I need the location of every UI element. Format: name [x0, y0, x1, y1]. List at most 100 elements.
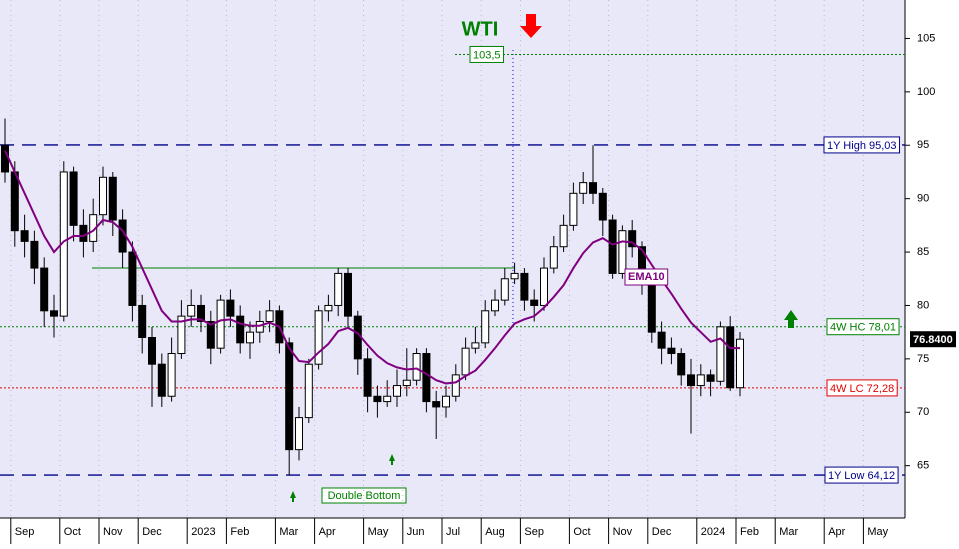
candle-body	[608, 219, 617, 274]
level-label-box	[826, 379, 898, 397]
level-label: 4W HC 78,01	[830, 322, 896, 334]
x-tick-label: Dec	[652, 526, 672, 538]
level-label-box	[826, 318, 900, 336]
candle-body	[99, 176, 107, 216]
x-tick-label: Nov	[613, 526, 633, 538]
y-tick-label: 70	[917, 406, 929, 418]
ema-label-box	[624, 268, 669, 286]
x-tick-label: Oct	[64, 526, 81, 538]
candle-body	[255, 320, 264, 333]
candle-body	[491, 299, 499, 312]
x-tick-label: Jun	[407, 526, 425, 538]
up-arrow	[784, 310, 798, 328]
candle-body	[157, 363, 166, 397]
candle-body	[451, 374, 460, 397]
candle-body	[471, 342, 480, 349]
candle-body	[30, 240, 39, 269]
ema-line	[4, 150, 740, 385]
level-label: 103,5	[473, 49, 501, 61]
candle-body	[344, 272, 352, 317]
candle-body	[549, 246, 558, 269]
candle-body	[412, 353, 421, 381]
candle-body	[442, 395, 450, 408]
candle-body	[598, 192, 607, 221]
candle-body	[618, 230, 627, 274]
y-tick-label: 65	[917, 460, 929, 472]
x-tick-label: Feb	[230, 526, 249, 538]
candle-body	[393, 385, 401, 397]
candle-body	[216, 299, 225, 349]
y-tick-label: 80	[917, 299, 929, 311]
candle-body	[197, 304, 205, 322]
candle-body	[667, 347, 676, 355]
last-price-label: 76.8400	[913, 334, 953, 346]
candle-body	[373, 395, 382, 403]
x-tick-label: Dec	[142, 526, 162, 538]
candle-body	[265, 310, 274, 322]
x-tick-label: May	[368, 526, 389, 538]
candle-body	[40, 267, 49, 312]
candle-body	[510, 272, 519, 280]
candle-body	[138, 304, 147, 339]
level-label-box	[824, 466, 899, 484]
x-tick-label: Nov	[103, 526, 123, 538]
candle-body	[687, 374, 695, 387]
candle-body	[324, 304, 333, 312]
candle-body	[628, 230, 637, 248]
candle-body	[383, 395, 392, 403]
candle-body	[226, 299, 235, 317]
candle-body	[677, 353, 686, 376]
candle-body	[177, 315, 186, 355]
level-label: 1Y Low 64,12	[828, 470, 895, 482]
candle-body	[520, 272, 529, 301]
plot-background	[0, 0, 905, 518]
candle-body	[206, 320, 215, 349]
candle-body	[716, 326, 725, 382]
candle-body	[285, 342, 294, 451]
x-tick-label: Oct	[573, 526, 590, 538]
x-tick-label: Jul	[446, 526, 460, 538]
candle-body	[1, 144, 9, 173]
candle-body	[236, 315, 245, 344]
y-tick-label: 75	[917, 353, 929, 365]
candle-body	[295, 417, 303, 451]
chart-title: WTI	[462, 18, 499, 40]
candle-body	[304, 363, 313, 419]
candle-body	[108, 176, 117, 221]
x-tick-label: Mar	[779, 526, 798, 538]
level-label-box	[823, 136, 901, 154]
up-arrow	[290, 491, 296, 502]
x-tick-label: Mar	[279, 526, 298, 538]
candle-body	[148, 337, 156, 365]
candle-body	[736, 338, 744, 389]
x-tick-label: Aug	[485, 526, 505, 538]
level-label: 4W LC 72,28	[830, 383, 894, 395]
down-arrow	[520, 14, 542, 38]
candle-body	[314, 310, 323, 365]
candle-body	[706, 374, 715, 382]
up-arrow	[389, 454, 395, 465]
candle-body	[696, 374, 705, 387]
candle-body	[246, 331, 254, 344]
candle-body	[530, 299, 539, 306]
candle-body	[461, 347, 470, 376]
candle-body	[569, 192, 578, 226]
level-label: 1Y High 95,03	[827, 140, 897, 152]
candle-body	[540, 267, 548, 306]
candle-body	[79, 224, 88, 242]
y-tick-label: 85	[917, 246, 929, 258]
candle-body	[167, 353, 176, 397]
candle-body	[69, 171, 78, 226]
y-tick-label: 90	[917, 193, 929, 205]
y-tick-label: 95	[917, 139, 929, 151]
candle-body	[579, 182, 588, 194]
candle-body	[363, 358, 372, 397]
x-tick-label: Apr	[828, 526, 845, 538]
x-tick-label: 2023	[191, 526, 215, 538]
candle-body	[50, 310, 58, 317]
y-tick-label: 100	[917, 86, 935, 98]
x-tick-label: Apr	[319, 526, 336, 538]
x-tick-label: Sep	[524, 526, 544, 538]
candle-body	[432, 401, 441, 408]
